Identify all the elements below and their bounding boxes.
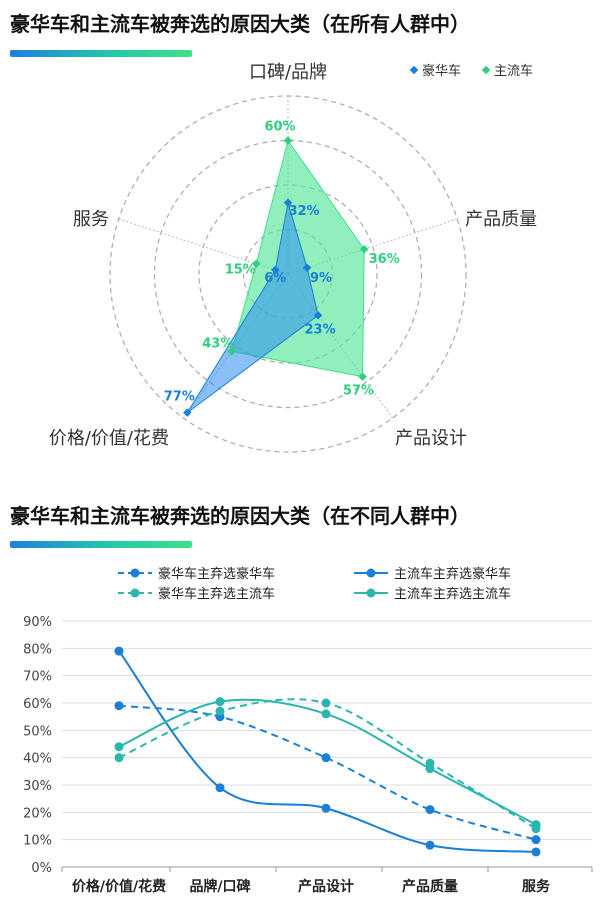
y-tick-label: 30%	[23, 779, 52, 794]
data-point	[215, 697, 225, 707]
legend-label: 主流车主弃选主流车	[394, 586, 511, 602]
legend-marker	[366, 588, 376, 598]
data-point	[114, 646, 124, 656]
radar-value-mainstream: 36%	[369, 252, 400, 267]
data-point	[215, 783, 225, 793]
radar-title-underline	[10, 50, 192, 57]
legend-marker	[366, 568, 376, 578]
radar-title: 豪华车和主流车被奔选的原因大类（在所有人群中）	[10, 12, 470, 36]
radar-point-luxury	[313, 311, 323, 320]
radar-chart: 32% 9% 23% 77% 6% 60% 36% 57% 43% 15% 口碑/品牌产品质量产品设…	[49, 62, 537, 453]
radar-category-label: 口碑/品牌	[249, 62, 327, 83]
radar-category-label: 产品设计	[395, 428, 467, 449]
radar-value-mainstream: 43%	[202, 336, 233, 351]
data-point	[114, 742, 124, 752]
legend-marker	[130, 568, 140, 578]
radar-value-luxury: 6%	[264, 271, 286, 286]
x-tick-label: 品牌/口碑	[189, 878, 250, 895]
radar-point-mainstream	[283, 136, 293, 145]
line-title-underline	[10, 541, 192, 548]
y-tick-label: 60%	[23, 697, 52, 712]
radar-point-mainstream	[227, 347, 237, 356]
line-title: 豪华车和主流车被奔选的原因大类（在不同人群中）	[10, 504, 470, 528]
radar-value-luxury: 23%	[305, 322, 336, 337]
y-tick-label: 0%	[31, 861, 52, 876]
legend-marker	[409, 65, 419, 75]
series-line	[118, 650, 537, 853]
radar-point-mainstream	[358, 372, 367, 381]
legend-label: 豪华车主弃选豪华车	[158, 566, 275, 582]
y-tick-label: 90%	[23, 615, 52, 630]
radar-point-luxury	[302, 263, 312, 273]
data-point	[114, 701, 124, 711]
radar-point-luxury	[183, 408, 192, 417]
legend-label: 主流车主弃选豪华车	[394, 566, 511, 582]
y-tick-label: 40%	[23, 752, 52, 767]
line-chart: 0% 10% 20% 30% 40% 50% 60% 70% 80% 90% 价格/价值/花费 品牌/…	[23, 566, 593, 895]
data-point	[215, 706, 225, 716]
data-point	[321, 709, 331, 719]
radar-value-mainstream: 15%	[225, 263, 256, 278]
data-point	[321, 753, 331, 763]
data-point	[531, 820, 541, 830]
data-point	[531, 847, 541, 857]
x-tick-label: 价格/价值/花费	[72, 878, 166, 895]
data-point	[531, 835, 541, 845]
legend-label: 豪华车	[422, 63, 461, 79]
legend-marker	[130, 588, 140, 598]
radar-area-luxury	[186, 202, 319, 414]
radar-point-luxury	[283, 198, 293, 208]
y-tick-label: 70%	[23, 670, 52, 685]
radar-point-luxury	[271, 265, 280, 275]
radar-category-label: 服务	[73, 209, 109, 230]
legend-label: 豪华车主弃选主流车	[158, 586, 275, 602]
radar-point-mainstream	[359, 245, 369, 254]
x-tick-label: 服务	[522, 878, 551, 895]
data-point	[425, 805, 435, 815]
radar-value-luxury: 9%	[310, 271, 332, 286]
y-tick-label: 10%	[23, 834, 52, 849]
y-tick-label: 50%	[23, 724, 52, 739]
radar-point-mainstream	[252, 259, 261, 268]
radar-value-mainstream: 60%	[264, 120, 295, 135]
series-line	[118, 704, 537, 841]
data-point	[425, 840, 435, 850]
data-point	[321, 698, 331, 708]
radar-value-mainstream: 57%	[343, 384, 374, 399]
legend-marker	[481, 65, 491, 75]
data-point	[114, 753, 124, 763]
radar-category-label: 产品质量	[465, 209, 537, 230]
radar-ring	[153, 139, 423, 409]
x-tick-label: 产品设计	[298, 878, 354, 895]
y-tick-label: 20%	[23, 806, 52, 821]
radar-value-luxury: 77%	[164, 390, 195, 405]
data-point	[321, 803, 331, 813]
legend-label: 主流车	[494, 63, 533, 79]
data-point	[425, 764, 435, 774]
x-tick-label: 产品质量	[402, 878, 458, 895]
radar-value-luxury: 32%	[288, 204, 319, 219]
radar-category-label: 价格/价值/花费	[49, 428, 169, 449]
y-tick-label: 80%	[23, 642, 52, 657]
